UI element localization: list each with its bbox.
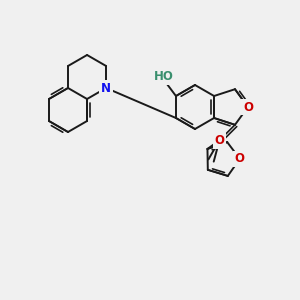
Text: HO: HO (154, 70, 174, 83)
Text: N: N (101, 82, 111, 94)
Text: O: O (214, 134, 224, 147)
Text: O: O (243, 100, 253, 113)
Text: O: O (235, 152, 245, 165)
